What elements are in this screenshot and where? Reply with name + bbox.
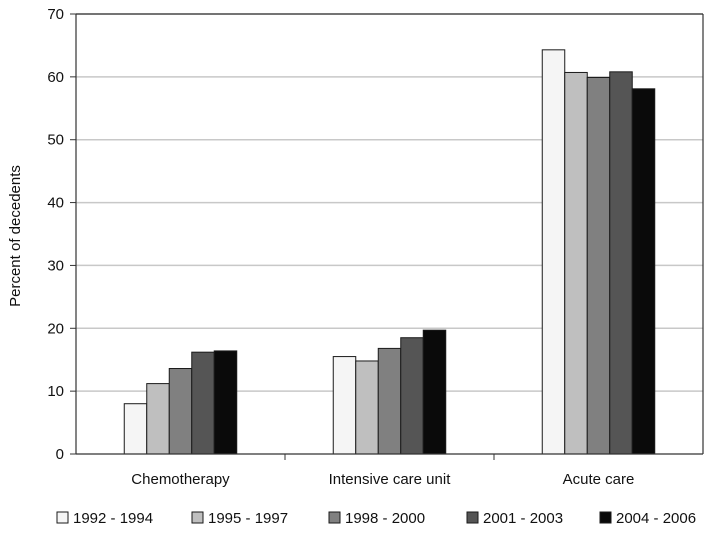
legend-label: 2001 - 2003 (483, 510, 563, 527)
x-tick-label: Intensive care unit (329, 471, 452, 488)
legend-label: 1992 - 1994 (73, 510, 153, 527)
y-tick-label: 70 (47, 6, 64, 23)
bar-1995-1997-chemotherapy (146, 383, 170, 455)
y-tick-label: 20 (47, 320, 64, 337)
legend-label: 2004 - 2006 (616, 510, 696, 527)
x-tick-label: Chemotherapy (131, 471, 230, 488)
bar-1995-1997-intensive-care-unit (355, 360, 379, 455)
bar-1995-1997-acute-care (564, 71, 588, 455)
legend-swatch (599, 511, 612, 524)
y-tick-label: 30 (47, 257, 64, 274)
legend: 1992 - 1994 1995 - 1997 1998 - 2000 2001 - … (56, 510, 696, 527)
bar-2004-2006-acute-care (631, 88, 656, 455)
y-axis-title: Percent of decedents (7, 165, 24, 307)
y-tick-label: 0 (56, 446, 64, 463)
bar-2001-2003-chemotherapy (191, 351, 215, 455)
legend-swatch (56, 511, 69, 524)
bars (123, 49, 656, 455)
bar-2001-2003-intensive-care-unit (400, 337, 424, 455)
bar-1992-1994-acute-care (541, 49, 566, 455)
bar-2004-2006-intensive-care-unit (422, 329, 447, 455)
legend-label: 1995 - 1997 (208, 510, 288, 527)
bar-1998-2000-intensive-care-unit (377, 347, 402, 455)
x-tick-label: Acute care (563, 471, 635, 488)
bar-1992-1994-intensive-care-unit (332, 356, 357, 455)
axes: 0 10 20 30 40 50 60 70 Chemotherapy Intensive car… (47, 6, 704, 488)
y-tick-label: 60 (47, 69, 64, 86)
bar-2004-2006-chemotherapy (213, 350, 238, 455)
legend-label: 1998 - 2000 (345, 510, 425, 527)
bar-2001-2003-acute-care (609, 71, 633, 455)
bar-1992-1994-chemotherapy (123, 403, 148, 455)
legend-swatch (466, 511, 479, 524)
y-tick-label: 40 (47, 195, 64, 212)
y-tick-label: 10 (47, 383, 64, 400)
legend-swatch (328, 511, 341, 524)
legend-swatch (191, 511, 204, 524)
bar-1998-2000-acute-care (586, 76, 611, 455)
y-tick-label: 50 (47, 132, 64, 149)
bar-1998-2000-chemotherapy (168, 368, 193, 455)
